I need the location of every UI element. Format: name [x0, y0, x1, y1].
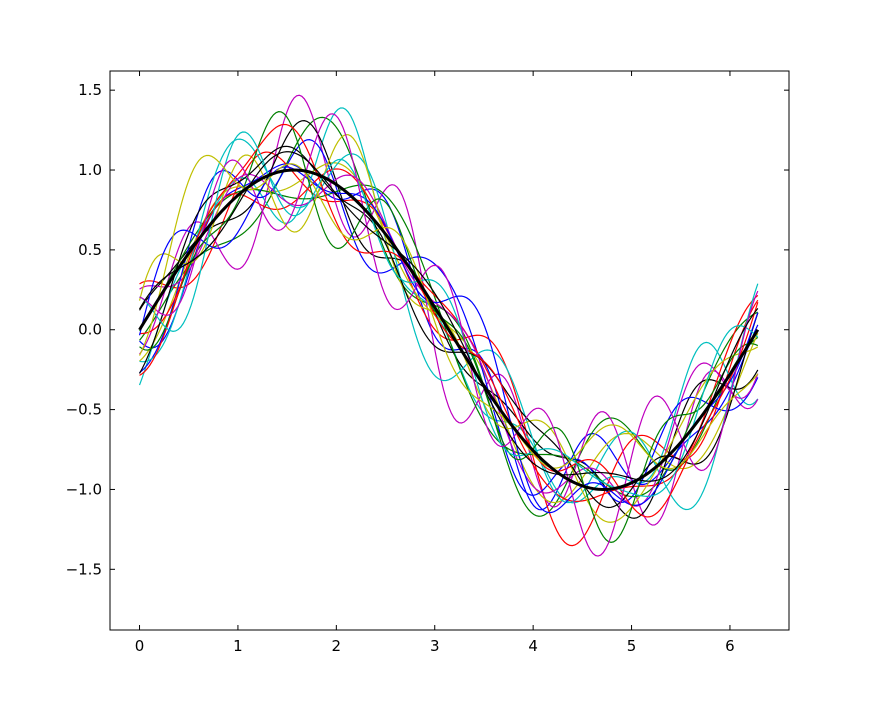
x-tick-label: 2 — [332, 637, 342, 655]
noisy-series-line-12 — [139, 173, 759, 507]
y-tick-label: −0.5 — [66, 401, 102, 419]
reference-sine-line — [138, 168, 760, 491]
noisy-series-line-19 — [139, 113, 759, 557]
y-tick-label: 1.5 — [78, 81, 102, 99]
x-tick-label: 3 — [430, 637, 440, 655]
y-tick-label: 1.0 — [78, 161, 102, 179]
noisy-series-line-18 — [139, 131, 759, 497]
noisy-series-line-21 — [139, 151, 759, 482]
noisy-series-line-11 — [139, 138, 759, 511]
y-tick-label: 0.5 — [78, 241, 102, 259]
x-tick-label: 5 — [627, 637, 637, 655]
noisy-series-line-20 — [138, 154, 759, 470]
noisy-series-line-5 — [139, 94, 759, 526]
y-tick-label: −1.5 — [66, 560, 102, 578]
series-layer — [138, 94, 760, 557]
noisy-series-line-10 — [139, 168, 759, 502]
x-tick-label: 4 — [528, 637, 538, 655]
tick-layer: 0 1 2 3 4 5 6 1.5 1.0 0.5 0.0 −0.5 −1.0 −1.5 — [66, 71, 789, 655]
y-tick-label: −1.0 — [66, 480, 102, 498]
plot-frame — [109, 70, 790, 631]
plot-area — [110, 71, 789, 630]
x-tick-label: 6 — [725, 637, 735, 655]
noisy-series-line-13 — [138, 134, 759, 523]
x-tick-label: 1 — [233, 637, 243, 655]
x-tick-label: 0 — [135, 637, 145, 655]
y-tick-label: 0.0 — [78, 321, 102, 339]
noisy-series-line-14 — [138, 145, 759, 509]
noisy-series-line-7 — [139, 120, 759, 519]
